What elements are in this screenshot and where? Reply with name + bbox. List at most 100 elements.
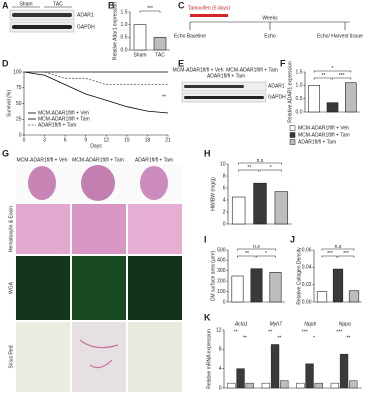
blot-group: ADAR1fl/fl + Tam	[207, 73, 245, 79]
annotation: ***	[339, 73, 345, 79]
legend-label: ADAR1fl/fl + Tam	[38, 122, 76, 128]
annotation: n.s	[253, 244, 260, 250]
y-tick-label: 0.5	[121, 35, 128, 41]
bracket	[337, 255, 355, 258]
x-tick-label: 6	[64, 137, 67, 143]
bracket	[313, 70, 352, 73]
bar	[270, 344, 280, 389]
legend-label: MCM-ADAR1fl/fl + Tam	[38, 116, 90, 122]
bracket	[238, 162, 282, 165]
y-tick-label: 0	[223, 221, 226, 227]
y-tick-label: 25	[16, 117, 22, 123]
bar	[231, 275, 244, 303]
drug-label: Tamoxifen (5 days)	[188, 5, 231, 11]
wga-image	[128, 256, 182, 320]
category-label: Nppb	[304, 321, 316, 327]
y-tick-label: 0	[219, 385, 222, 391]
legend-label: MCM-ADAR1fl/fl + Veh	[298, 125, 349, 131]
column-label: MCM-ADAR1fl/fl + Tam	[72, 157, 124, 163]
panel-label: E	[178, 58, 184, 68]
y-tick-label: 0.00	[302, 299, 312, 305]
y-tick-label: 0.0	[121, 47, 128, 53]
y-tick-label: 2	[223, 209, 226, 215]
bar	[250, 268, 263, 303]
annotation: *	[265, 251, 267, 257]
y-axis-label: CM surface area (μm²)	[210, 250, 216, 301]
x-tick-label: 9	[84, 137, 87, 143]
legend-swatch	[289, 125, 296, 131]
panel-label: H	[204, 148, 211, 158]
y-axis-label: Relative Adar1 expression	[112, 2, 118, 60]
bar	[269, 272, 282, 303]
bracket	[237, 248, 276, 251]
panel-label: J	[290, 234, 295, 244]
y-tick-label: 400	[217, 258, 226, 264]
y-tick-label: 0	[19, 132, 22, 138]
bar	[345, 82, 357, 113]
y-tick-label: 6	[223, 185, 226, 191]
y-tick-label: 500	[217, 247, 226, 253]
annotation: **	[277, 335, 281, 341]
axis-label: Weeks	[262, 15, 278, 21]
y-tick-label: 4	[223, 197, 226, 203]
panel-label: A	[2, 0, 9, 10]
legend-label: ADAR1fl/fl + Tam	[298, 139, 336, 145]
y-tick-label: 100	[217, 289, 226, 295]
bar	[348, 290, 360, 303]
annotation: n.s	[335, 244, 342, 250]
y-tick-label: 1.0	[296, 83, 303, 89]
wga-image	[72, 256, 126, 320]
y-tick-label: 1.0	[121, 22, 128, 28]
y-tick-label: 200	[217, 279, 226, 285]
band	[184, 85, 244, 88]
y-tick-label: 8	[223, 173, 226, 179]
bar	[330, 382, 340, 389]
x-tick-label: 12	[104, 137, 110, 143]
x-tick-label: 0	[23, 137, 26, 143]
legend-swatch	[289, 139, 296, 145]
event-label: Echo	[264, 33, 276, 39]
wga-image	[16, 256, 70, 320]
bar	[308, 85, 320, 113]
y-axis-label: Relative ADAR1 expression	[287, 61, 293, 123]
bar	[133, 24, 147, 51]
panel-label: F	[280, 58, 286, 68]
y-tick-label: 8	[219, 347, 222, 353]
x-tick-label: Sham	[133, 52, 146, 58]
y-tick-label: 100	[13, 69, 22, 75]
y-tick-label: 300	[217, 268, 226, 274]
y-tick-label: 10	[220, 161, 226, 167]
y-tick-label: 1.5	[296, 69, 303, 75]
band-label: ADAR1	[268, 83, 285, 89]
annotation: ***	[343, 251, 349, 257]
x-tick-label: TAC	[155, 52, 165, 58]
panel-label: K	[204, 312, 211, 322]
panel-label: B	[108, 0, 115, 10]
row-label: Hematoxylin & Eosin	[8, 206, 14, 252]
bar	[305, 363, 314, 389]
treatment-bar	[190, 14, 228, 17]
band-label: GAPDH	[77, 24, 95, 30]
annotation: *	[270, 165, 272, 171]
blot-group: MCM-ADAR1fl/fl + Veh	[173, 67, 224, 73]
event-label: Echo/ Harvest tissue	[317, 33, 363, 39]
bar	[314, 382, 323, 389]
x-tick-label: 18	[145, 137, 151, 143]
panel-label: D	[2, 58, 9, 68]
bracket	[321, 255, 337, 258]
y-tick-label: 50	[16, 101, 22, 107]
panel-label: I	[204, 234, 207, 244]
bracket	[237, 255, 256, 258]
heart-section	[28, 166, 56, 200]
annotation: ***	[336, 329, 342, 335]
x-tick-label: 3	[43, 137, 46, 143]
y-tick-label: 0.02	[302, 282, 312, 288]
band	[12, 25, 72, 29]
annotation: *	[332, 66, 334, 72]
panel-label: C	[178, 0, 185, 10]
y-tick-label: 0.0	[296, 109, 303, 115]
he-image	[16, 204, 70, 254]
annotation: **	[243, 335, 247, 341]
survival-line	[23, 71, 169, 114]
